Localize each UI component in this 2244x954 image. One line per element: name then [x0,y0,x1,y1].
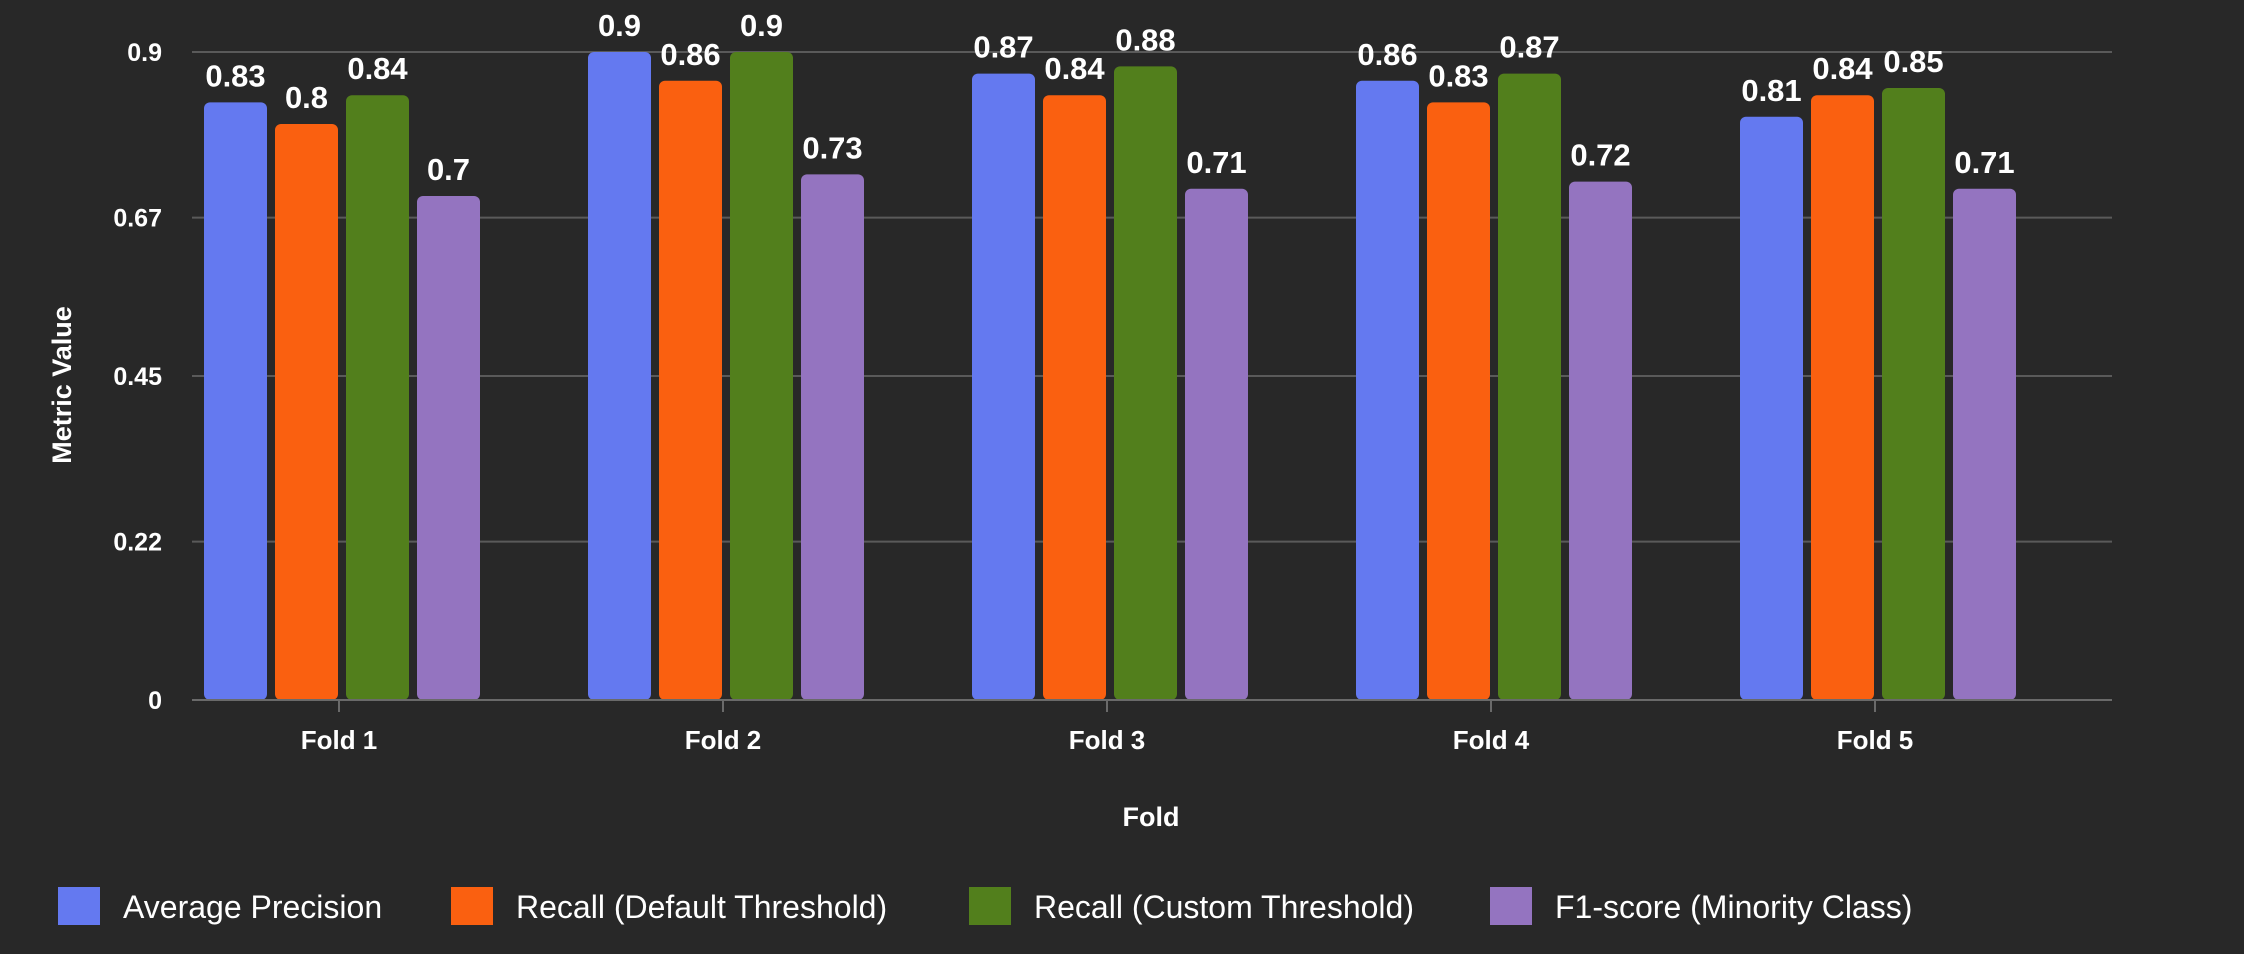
bar [801,174,864,700]
bar [588,52,651,700]
data-label: 0.71 [1954,145,2014,180]
y-tick-label: 0.45 [113,363,162,391]
data-label: 0.88 [1115,22,1175,57]
y-axis-title: Metric Value [47,306,77,464]
y-tick-label: 0.22 [113,529,162,557]
data-label: 0.84 [1812,51,1873,86]
x-tick-label: Fold 2 [685,725,762,755]
bar [972,73,1035,701]
bar [204,102,267,700]
bar [1356,80,1419,701]
data-label: 0.7 [427,152,470,187]
data-label: 0.81 [1741,73,1801,108]
bar [659,80,722,701]
data-label: 0.84 [1044,51,1105,86]
data-label: 0.85 [1883,44,1943,79]
data-label: 0.9 [598,8,641,43]
x-tick-label: Fold 1 [301,725,378,755]
bar [1498,73,1561,701]
bar [417,196,480,700]
data-label: 0.86 [660,37,720,72]
data-label: 0.87 [973,30,1033,65]
legend-label: Average Precision [123,889,382,925]
y-tick-label: 0 [148,687,162,715]
bar [1811,95,1874,700]
data-label: 0.84 [347,51,408,86]
y-tick-label: 0.67 [113,205,162,233]
bar [1740,116,1803,701]
x-axis: Fold 1 Fold 2 Fold 3 Fold 4 Fold 5 [192,699,2112,755]
bar [1569,181,1632,701]
y-tick-label: 0.9 [127,39,162,67]
legend-swatch [1490,887,1532,925]
data-label: 0.73 [802,130,862,165]
data-label: 0.87 [1499,30,1559,65]
legend: Average Precision Recall (Default Thresho… [58,887,1912,925]
bar [275,124,338,700]
data-label: 0.71 [1186,145,1246,180]
x-axis-title: Fold [1123,802,1180,832]
bar [1114,66,1177,700]
bar [1882,88,1945,700]
legend-swatch [58,887,100,925]
data-label: 0.72 [1570,138,1630,173]
data-label: 0.83 [1428,58,1488,93]
legend-label: Recall (Default Threshold) [516,889,887,925]
x-tick-label: Fold 5 [1837,725,1914,755]
data-label: 0.9 [740,8,783,43]
bar [346,95,409,700]
legend-swatch [451,887,493,925]
bars [204,52,2016,701]
x-tick-label: Fold 4 [1453,725,1530,755]
data-label: 0.86 [1357,37,1417,72]
bar [1043,95,1106,700]
data-label: 0.8 [285,80,328,115]
bar [1185,188,1248,701]
y-axis-ticks: 0 0.22 0.45 0.67 0.9 [113,39,162,715]
legend-label: Recall (Custom Threshold) [1034,889,1414,925]
bar [1427,102,1490,700]
legend-swatch [969,887,1011,925]
bar [1953,188,2016,701]
data-label: 0.83 [205,58,265,93]
x-tick-label: Fold 3 [1069,725,1146,755]
bar [730,52,793,700]
legend-label: F1-score (Minority Class) [1555,889,1912,925]
data-labels: 0.83 0.8 0.84 0.7 0.9 0.86 0.9 0.73 0.87 0.84 0.88… [205,8,2014,187]
